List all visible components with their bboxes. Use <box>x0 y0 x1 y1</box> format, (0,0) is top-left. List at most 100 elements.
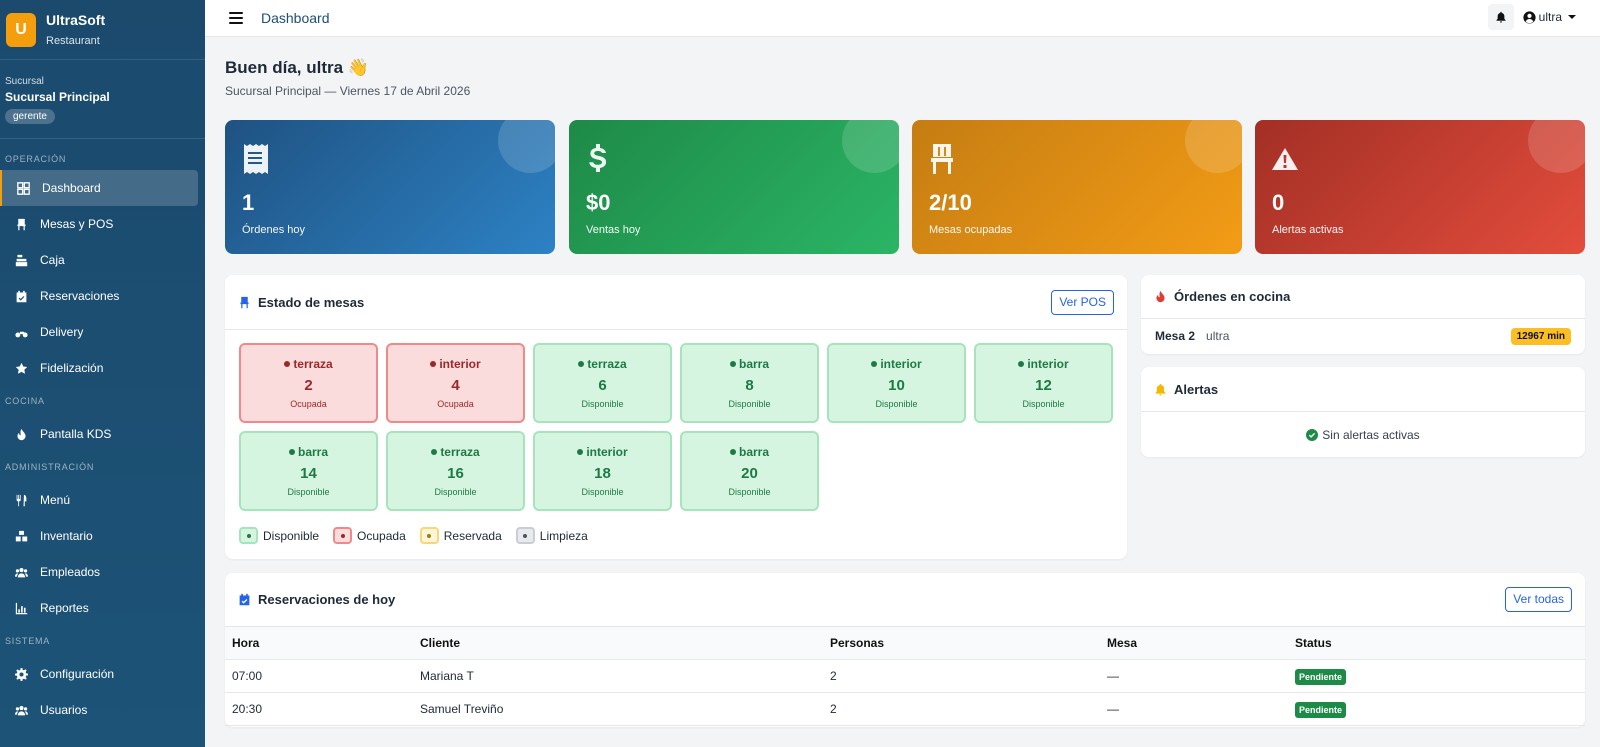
sidebar-item-inventario[interactable]: Inventario <box>0 518 198 554</box>
status-dot <box>729 360 736 367</box>
table-zone: interior <box>388 357 523 371</box>
calendar-check-icon <box>239 593 250 606</box>
cell-hora: 07:00 <box>225 659 413 693</box>
status-dot <box>729 448 736 455</box>
table-card[interactable]: barra 8 Disponible <box>680 343 819 423</box>
sidebar-item-kds[interactable]: Pantalla KDS <box>0 416 198 452</box>
users-icon <box>14 565 28 579</box>
table-number: 12 <box>1035 377 1052 394</box>
stat-card-alertas[interactable]: 0 Alertas activas <box>1255 120 1585 254</box>
sidebar: U UltraSoft Restaurant Sucursal Sucursal… <box>0 0 205 747</box>
status-dot <box>1018 360 1025 367</box>
cash-register-icon <box>14 253 28 267</box>
brand[interactable]: U UltraSoft Restaurant <box>0 0 205 60</box>
greeting-subtitle: Sucursal Principal — Viernes 17 de Abril… <box>225 84 471 98</box>
table-card[interactable]: interior 12 Disponible <box>974 343 1113 423</box>
view-pos-button[interactable]: Ver POS <box>1051 289 1114 315</box>
fire-icon <box>14 427 28 441</box>
branch-label: Sucursal <box>5 76 44 87</box>
warning-triangle-icon <box>1272 144 1298 174</box>
sidebar-item-label: Menú <box>40 493 71 507</box>
sidebar-item-menu[interactable]: Menú <box>0 482 198 518</box>
sidebar-item-caja[interactable]: Caja <box>0 242 198 278</box>
table-status: Disponible <box>287 487 330 497</box>
sidebar-item-label: Delivery <box>40 325 84 339</box>
notifications-button[interactable] <box>1488 4 1514 30</box>
legend-swatch <box>515 527 535 544</box>
sidebar-item-empleados[interactable]: Empleados <box>0 554 198 590</box>
table-number: 2 <box>304 377 313 394</box>
sidebar-item-configuracion[interactable]: Configuración <box>0 656 198 692</box>
table-zone: barra <box>682 445 817 459</box>
gear-icon <box>14 667 28 681</box>
table-row[interactable]: 07:00 Mariana T 2 — Pendiente <box>225 659 1585 693</box>
section-sistema: SISTEMA <box>5 636 51 646</box>
column-header[interactable]: Status <box>1288 627 1585 660</box>
table-status: Disponible <box>434 487 477 497</box>
stat-value: $0 <box>586 190 611 215</box>
status-dot <box>284 360 291 367</box>
page-title: Dashboard <box>261 10 330 26</box>
elapsed-time-badge: 12967 min <box>1510 327 1571 345</box>
table-card[interactable]: interior 4 Ocupada <box>386 343 525 423</box>
table-zone: interior <box>976 357 1111 371</box>
brand-subtitle: Restaurant <box>46 35 100 47</box>
sidebar-item-fidelizacion[interactable]: Fidelización <box>0 350 198 386</box>
user-circle-icon <box>1523 10 1536 24</box>
chevron-down-icon <box>1568 15 1576 19</box>
kitchen-order-row[interactable]: Mesa 2 ultra 12967 min <box>1141 319 1585 353</box>
tables-grid: terraza 2 Ocupada interior 4 Ocupada terraza… <box>239 343 1113 511</box>
sidebar-item-usuarios[interactable]: Usuarios <box>0 692 198 728</box>
table-status: Disponible <box>581 399 624 409</box>
tables-legend: Disponible Ocupada Reservada Limpieza <box>239 527 602 544</box>
table-card[interactable]: barra 20 Disponible <box>680 431 819 511</box>
table-number: 6 <box>598 377 607 394</box>
chair-icon <box>240 296 249 308</box>
panel-title: Alertas <box>1174 381 1219 397</box>
sidebar-item-mesas[interactable]: Mesas y POS <box>0 206 198 242</box>
sidebar-item-dashboard[interactable]: Dashboard <box>0 170 198 206</box>
cell-status: Pendiente <box>1288 692 1585 726</box>
table-card[interactable]: terraza 6 Disponible <box>533 343 672 423</box>
legend-item-ocupada: Ocupada <box>333 527 406 544</box>
sidebar-item-label: Usuarios <box>40 703 88 717</box>
user-name: ultra <box>1538 10 1562 24</box>
user-menu[interactable]: ultra <box>1515 4 1584 30</box>
calendar-check-icon <box>14 289 28 303</box>
view-all-button[interactable]: Ver todas <box>1505 587 1572 612</box>
table-number: 18 <box>594 465 611 482</box>
table-card[interactable]: terraza 2 Ocupada <box>239 343 378 423</box>
bell-icon <box>1496 11 1506 23</box>
status-dot <box>430 360 437 367</box>
stat-card-mesas[interactable]: 2/10 Mesas ocupadas <box>912 120 1242 254</box>
stat-card-ventas[interactable]: $0 Ventas hoy <box>569 120 899 254</box>
table-row[interactable]: 20:30 Samuel Treviño 2 — Pendiente <box>225 692 1585 726</box>
status-dot <box>288 448 295 455</box>
column-header[interactable]: Hora <box>225 627 413 660</box>
stat-value: 1 <box>242 190 255 215</box>
hamburger-menu-icon[interactable] <box>229 12 243 24</box>
decorative-circle <box>842 120 899 173</box>
sidebar-item-reservaciones[interactable]: Reservaciones <box>0 278 198 314</box>
table-card[interactable]: interior 10 Disponible <box>827 343 966 423</box>
table-number: 14 <box>300 465 317 482</box>
column-header[interactable]: Cliente <box>413 627 823 660</box>
column-header[interactable]: Personas <box>823 627 1100 660</box>
sidebar-item-reportes[interactable]: Reportes <box>0 590 198 626</box>
stat-card-ordenes[interactable]: 1 Órdenes hoy <box>225 120 555 254</box>
table-card[interactable]: barra 14 Disponible <box>239 431 378 511</box>
panel-title: Reservaciones de hoy <box>258 592 396 607</box>
table-card[interactable]: interior 18 Disponible <box>533 431 672 511</box>
reservations-table: Hora Cliente Personas Mesa Status 07:00 … <box>225 627 1585 726</box>
table-zone: terraza <box>388 445 523 459</box>
cell-personas: 2 <box>823 692 1100 726</box>
column-header[interactable]: Mesa <box>1100 627 1288 660</box>
table-status: Disponible <box>875 399 918 409</box>
table-status: Disponible <box>728 487 771 497</box>
table-zone: interior <box>829 357 964 371</box>
table-card[interactable]: terraza 16 Disponible <box>386 431 525 511</box>
decorative-circle <box>1185 120 1242 173</box>
sidebar-item-delivery[interactable]: Delivery <box>0 314 198 350</box>
cell-hora: 20:30 <box>225 692 413 726</box>
alerts-panel: Alertas Sin alertas activas <box>1141 367 1585 457</box>
